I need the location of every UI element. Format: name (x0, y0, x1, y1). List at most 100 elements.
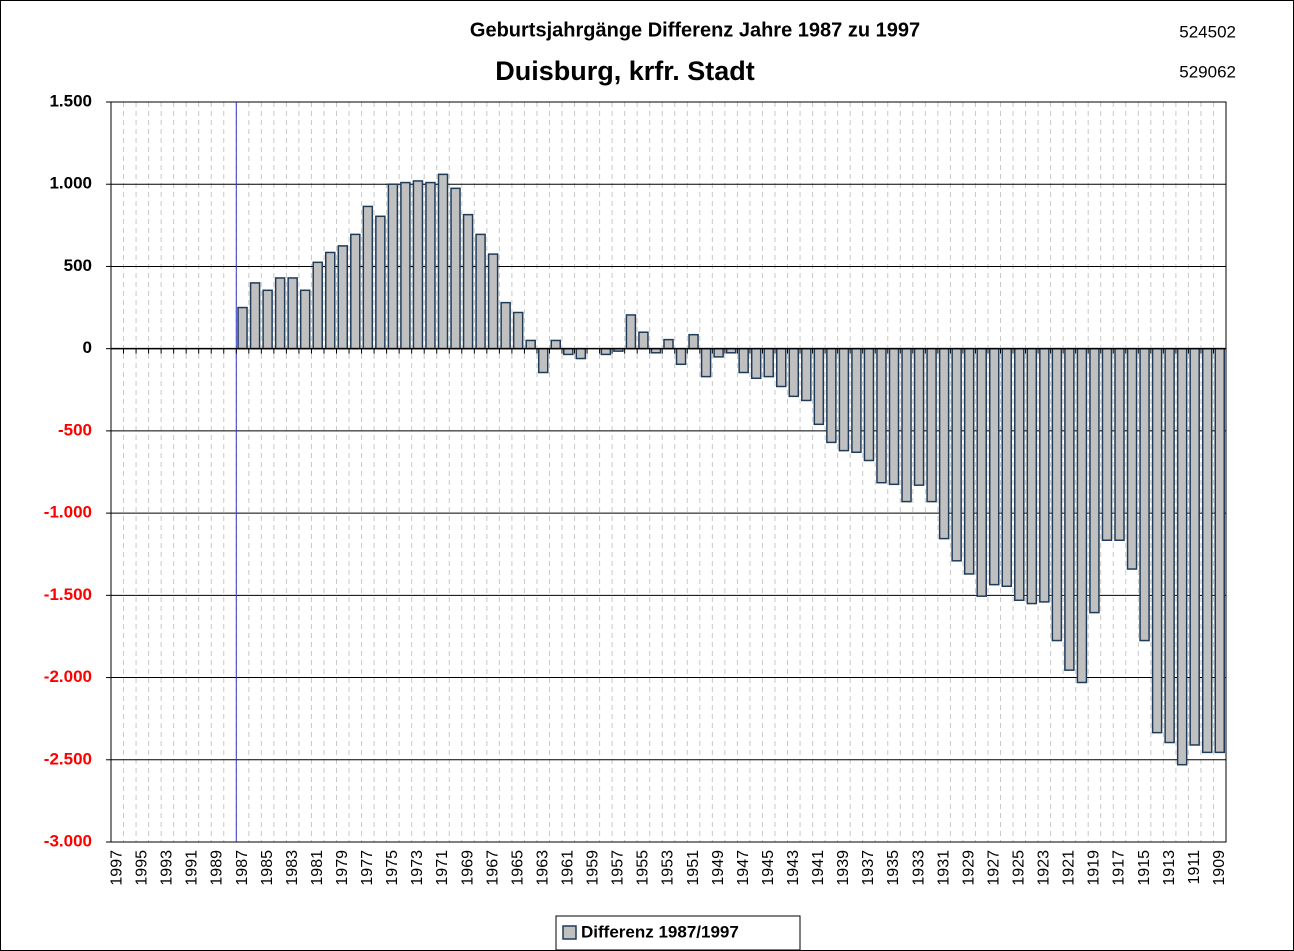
bar (450, 187, 461, 350)
x-tick-label: 1993 (159, 850, 176, 886)
chart-subtitle: Duisburg, krfr. Stadt (495, 56, 755, 86)
x-tick-label: 1927 (985, 850, 1002, 886)
x-tick-label: 1925 (1011, 850, 1028, 886)
x-tick-label: 1997 (108, 850, 125, 886)
x-tick-group: 1979 (334, 850, 351, 886)
x-tick-group: 1987 (234, 850, 251, 886)
x-tick-group: 1953 (660, 850, 677, 886)
bar (487, 253, 499, 350)
bar (738, 347, 749, 374)
bar (1126, 347, 1138, 570)
bar (500, 301, 511, 350)
x-tick-label: 1955 (635, 850, 652, 886)
x-tick-label: 1965 (509, 850, 526, 886)
x-tick-label: 1915 (1136, 850, 1153, 886)
legend: Differenz 1987/1997 (555, 915, 801, 951)
x-tick-label: 1923 (1036, 850, 1053, 886)
x-tick-group: 1989 (209, 850, 226, 886)
bar (700, 347, 712, 378)
x-tick-label: 1957 (610, 850, 627, 886)
x-tick-label: 1945 (760, 850, 777, 886)
x-tick-group: 1941 (810, 850, 827, 886)
bar (563, 347, 574, 356)
annotation: 524502 (1179, 22, 1236, 41)
legend-label: Differenz 1987/1997 (581, 922, 739, 941)
x-tick-label: 1963 (534, 850, 551, 886)
x-tick-label: 1947 (735, 850, 752, 886)
bar (1101, 347, 1113, 541)
x-tick-label: 1991 (184, 850, 201, 886)
bar (688, 333, 699, 350)
x-tick-label: 1969 (459, 850, 476, 886)
x-tick-group: 1939 (835, 850, 852, 886)
bar (813, 347, 825, 426)
bar (1001, 347, 1013, 588)
x-tick-group: 1975 (384, 850, 401, 886)
x-tick-label: 1995 (134, 850, 151, 886)
bar (512, 311, 524, 350)
bar (826, 347, 837, 444)
bar (675, 347, 687, 366)
bar (713, 347, 724, 358)
x-tick-label: 1983 (284, 850, 301, 886)
y-tick-label: -3.000 (44, 831, 92, 850)
bar (888, 347, 900, 486)
x-tick-group: 1961 (559, 850, 576, 886)
bar (1064, 347, 1075, 671)
y-tick-label: -1.000 (44, 503, 92, 522)
x-tick-label: 1973 (409, 850, 426, 886)
x-tick-group: 1945 (760, 850, 777, 886)
bar (1201, 347, 1213, 754)
bar (262, 289, 273, 350)
bar (400, 181, 411, 350)
bar (1214, 347, 1225, 754)
x-tick-group: 1955 (635, 850, 652, 886)
bar (249, 282, 261, 350)
bar (337, 245, 349, 350)
x-tick-label: 1951 (685, 850, 702, 886)
bar (1014, 347, 1025, 602)
bar (1076, 347, 1088, 684)
x-tick-label: 1917 (1111, 850, 1128, 886)
x-tick-label: 1975 (384, 850, 401, 886)
y-tick-label: 1.000 (49, 174, 92, 193)
x-tick-label: 1971 (434, 850, 451, 886)
bar (600, 347, 612, 356)
legend-box (555, 915, 801, 951)
x-tick-label: 1937 (860, 850, 877, 886)
x-tick-group: 1973 (409, 850, 426, 886)
bar (926, 347, 937, 503)
bar (350, 233, 361, 350)
x-tick-label: 1949 (710, 850, 727, 886)
x-tick-label: 1979 (334, 850, 351, 886)
bar (312, 261, 323, 350)
bar (575, 347, 587, 360)
bar (299, 289, 311, 350)
bar (838, 347, 850, 452)
x-tick-label: 1977 (359, 850, 376, 886)
legend-swatch (562, 925, 577, 940)
x-tick-group: 1931 (935, 850, 952, 886)
plot-border (110, 101, 1227, 843)
x-tick-group: 1911 (1186, 850, 1203, 885)
x-tick-group: 1969 (459, 850, 476, 886)
bar (1039, 347, 1050, 603)
x-tick-label: 1931 (935, 850, 952, 886)
bar (387, 183, 399, 350)
x-tick-group: 1935 (885, 850, 902, 886)
bar (550, 339, 562, 350)
x-tick-label: 1967 (484, 850, 501, 886)
x-tick-label: 1941 (810, 850, 827, 886)
bar (1189, 347, 1200, 746)
x-tick-group: 1915 (1136, 850, 1153, 886)
x-tick-group: 1971 (434, 850, 451, 886)
x-tick-group: 1965 (509, 850, 526, 886)
bar (1139, 347, 1150, 642)
bar (625, 314, 637, 350)
bar (963, 347, 975, 575)
bar (1026, 347, 1038, 605)
x-tick-group: 1925 (1011, 850, 1028, 886)
bar (938, 347, 950, 540)
bar (1164, 347, 1175, 744)
x-tick-group: 1991 (184, 850, 201, 886)
